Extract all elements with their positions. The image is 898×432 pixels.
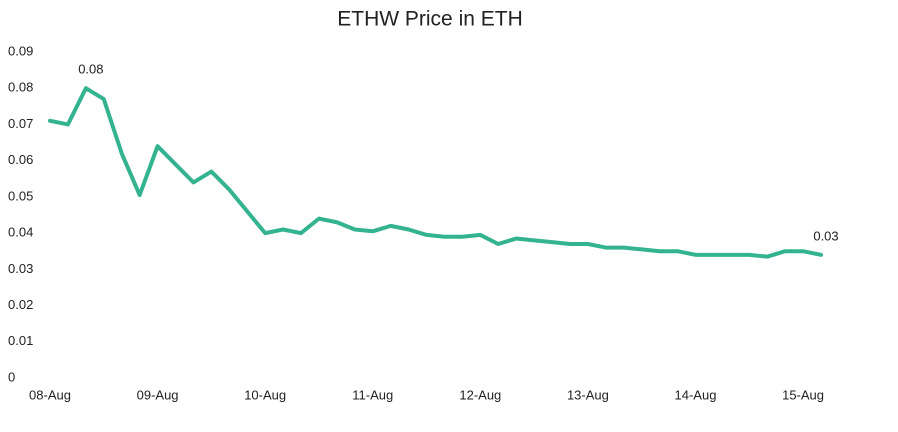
y-tick-label: 0.01 (8, 333, 33, 348)
value-label: 0.08 (78, 62, 103, 77)
x-tick-label: 12-Aug (459, 387, 501, 402)
x-tick-label: 11-Aug (352, 387, 393, 402)
y-tick-label: 0.04 (8, 225, 33, 240)
x-tick-label: 13-Aug (567, 387, 609, 402)
y-tick-label: 0 (8, 369, 15, 384)
x-tick-label: 09-Aug (137, 387, 179, 402)
y-tick-label: 0.07 (8, 116, 33, 131)
x-tick-label: 08-Aug (29, 387, 71, 402)
y-tick-label: 0.03 (8, 261, 33, 276)
y-tick-label: 0.05 (8, 188, 33, 203)
value-label: 0.03 (813, 228, 838, 243)
y-tick-label: 0.02 (8, 297, 33, 312)
chart-title: ETHW Price in ETH (337, 8, 523, 31)
price-line (48, 86, 823, 259)
x-tick-label: 14-Aug (675, 387, 717, 402)
x-tick-label: 10-Aug (244, 387, 286, 402)
y-tick-label: 0.08 (8, 80, 33, 95)
y-tick-label: 0.09 (8, 43, 33, 58)
x-tick-label: 15-Aug (782, 387, 824, 402)
y-tick-label: 0.06 (8, 152, 33, 167)
